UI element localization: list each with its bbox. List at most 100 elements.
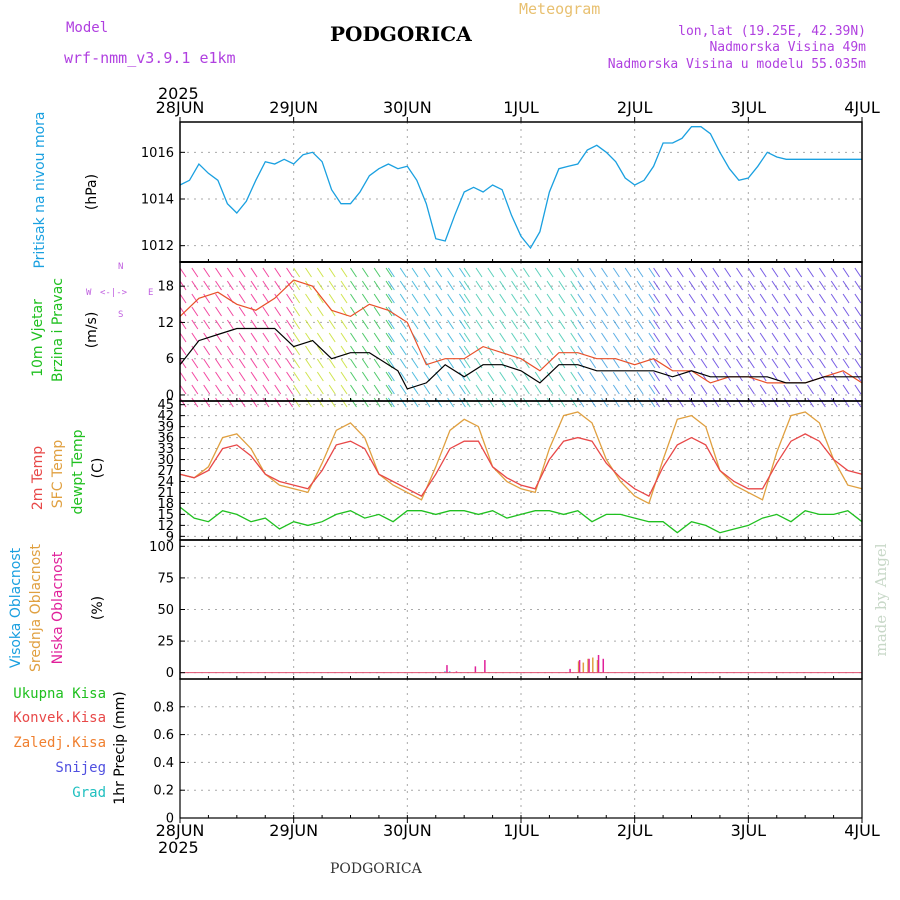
wind-arrow	[293, 345, 301, 356]
wind-arrow	[250, 319, 258, 330]
wind-arrow	[226, 371, 234, 382]
wind-arrow	[499, 306, 507, 317]
wind-arrow	[179, 306, 187, 317]
wind-arrow	[238, 280, 246, 291]
wind-arrow	[274, 358, 282, 369]
wind-arrow	[534, 397, 542, 408]
wind-arrow	[783, 332, 791, 343]
wind-arrow	[328, 293, 336, 304]
wind-arrow	[534, 293, 542, 304]
wind-arrow	[747, 384, 755, 395]
wind-arrow	[724, 332, 732, 343]
wind-arrow	[570, 293, 578, 304]
cloud-bar	[588, 658, 590, 673]
wind-arrow	[203, 293, 211, 304]
wind-arrow	[612, 397, 620, 408]
wind-arrow	[830, 319, 838, 330]
wind-arrow	[676, 280, 684, 291]
wind-arrow	[577, 319, 585, 330]
wind-arrow	[463, 384, 471, 395]
wind-arrow	[511, 319, 518, 330]
cloud-bar	[446, 665, 448, 673]
wind-arrow	[676, 371, 684, 382]
x-tick-label-top: 29JUN	[269, 98, 318, 117]
wind-arrow	[411, 371, 419, 382]
wind-arrow	[262, 319, 270, 330]
wind-arrow	[759, 319, 767, 330]
cloud-bar	[569, 668, 571, 673]
wind-arrow	[854, 332, 862, 343]
wind-arrow	[700, 267, 708, 278]
wind-arrow	[423, 319, 431, 330]
wind-arrow	[577, 267, 585, 278]
wind-arrow	[203, 358, 211, 369]
wind-arrow	[612, 384, 620, 395]
wind-arrow	[589, 332, 597, 343]
wind-arrow	[546, 345, 554, 356]
wind-arrow	[842, 319, 850, 330]
wind-arrow	[558, 306, 566, 317]
y-tick-label: 0.6	[153, 728, 174, 743]
wind-arrow	[262, 397, 270, 408]
wind-arrow	[771, 384, 779, 395]
wind-arrow	[795, 293, 803, 304]
wind-arrow	[854, 345, 862, 356]
wind-arrow	[274, 397, 282, 408]
wind-arrow	[577, 345, 585, 356]
wind-arrow	[534, 280, 542, 291]
wind-arrow	[612, 358, 620, 369]
y-tick-label: 75	[157, 571, 174, 586]
wind-arrow	[712, 332, 720, 343]
wind-arrow	[286, 371, 293, 382]
wind-arrow	[511, 345, 518, 356]
wind-arrow	[463, 306, 471, 317]
wind-arrow	[250, 280, 258, 291]
wind-arrow	[226, 384, 234, 395]
wind-arrow	[350, 267, 357, 278]
wind-unit: (m/s)	[84, 312, 100, 349]
wind-arrow	[487, 267, 495, 278]
wind-arrow	[387, 332, 395, 343]
wind-arrow	[676, 293, 684, 304]
wind-arrow	[688, 371, 696, 382]
y-tick-label: 6	[166, 352, 174, 367]
wind-arrow	[179, 280, 187, 291]
wind-arrow	[783, 384, 791, 395]
wind-arrow	[286, 358, 293, 369]
wind-arrow	[411, 345, 419, 356]
wind-arrow	[328, 345, 336, 356]
wind-arrow	[736, 293, 743, 304]
wind-arrow	[487, 306, 495, 317]
wind-arrow	[712, 358, 720, 369]
wind-arrow	[534, 267, 542, 278]
tick-layer: 1012101410160612189121518212427303336394…	[141, 98, 880, 840]
wind-arrow	[688, 345, 696, 356]
wind-arrow	[546, 306, 554, 317]
wind-arrow	[724, 280, 732, 291]
wind-arrow	[203, 319, 211, 330]
wind-arrow	[700, 384, 708, 395]
wind-arrow	[854, 280, 862, 291]
wind-arrow	[783, 371, 791, 382]
wind-arrow	[759, 345, 767, 356]
y-tick-label: 9	[166, 530, 174, 545]
wind-arrow	[487, 358, 495, 369]
page-title: PODGORICA	[330, 22, 472, 46]
cloud-bar	[484, 660, 486, 673]
x-tick-label-bottom: 29JUN	[269, 821, 318, 840]
wind-arrow	[435, 332, 443, 343]
wind-arrow	[570, 397, 578, 408]
wind-arrow	[653, 371, 661, 382]
wind-arrow	[447, 319, 455, 330]
panel-frame	[179, 678, 863, 819]
wind-arrow	[688, 319, 696, 330]
wind-arrow	[463, 358, 471, 369]
wind-arrow	[624, 293, 632, 304]
dewpoint-line	[179, 506, 863, 534]
wind-arrow	[712, 267, 720, 278]
wind-arrow	[665, 345, 672, 356]
wind-arrow	[747, 306, 755, 317]
pressure-unit: (hPa)	[84, 174, 100, 210]
wind-arrow	[423, 267, 431, 278]
wind-arrow	[340, 384, 348, 395]
